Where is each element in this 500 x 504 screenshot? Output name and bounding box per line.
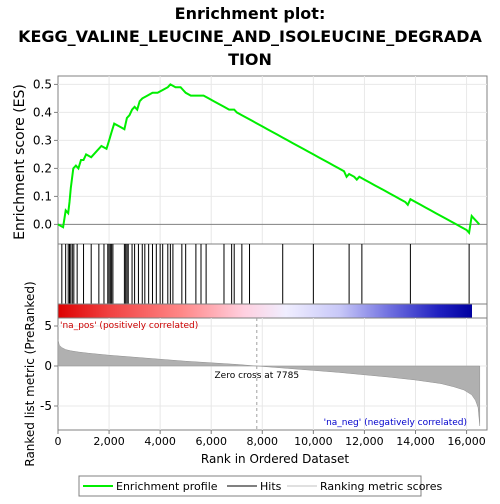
x-tick-label: 6,000	[195, 435, 227, 448]
es-plot-area	[57, 75, 488, 245]
ranking-color-band	[58, 304, 472, 318]
x-tick-label: 4,000	[144, 435, 176, 448]
neg-label: 'na_neg' (negatively correlated)	[324, 418, 467, 428]
x-tick-label: 0	[55, 435, 62, 448]
es-y-tick-label: 0.5	[33, 77, 52, 91]
metric-ylabel: Ranked list metric (PreRanked)	[23, 281, 37, 466]
x-axis-label: Rank in Ordered Dataset	[201, 452, 349, 466]
x-tick-label: 16,000	[447, 435, 486, 448]
metric-y-tick-label: -5	[40, 399, 52, 413]
title-line-3: TION	[228, 50, 272, 69]
zero-cross-label: Zero cross at 7785	[215, 371, 300, 381]
legend-hits-label: Hits	[260, 480, 282, 493]
es-y-tick-label: 0.3	[33, 133, 52, 147]
metric-y-tick-label: 0	[44, 359, 52, 373]
es-y-axis: 0.0 0.1 0.2 0.3 0.4 0.5	[33, 77, 58, 231]
metric-y-axis: 5 0 -5	[40, 319, 58, 413]
x-tick-label: 12,000	[345, 435, 384, 448]
legend-enrichment-label: Enrichment profile	[116, 480, 218, 493]
x-tick-label: 14,000	[396, 435, 435, 448]
legend-metric-label: Ranking metric scores	[320, 480, 442, 493]
es-y-tick-label: 0.4	[33, 105, 52, 119]
es-y-tick-label: 0.2	[33, 161, 52, 175]
metric-y-tick-label: 5	[44, 319, 52, 333]
es-y-tick-label: 0.1	[33, 189, 52, 203]
x-tick-label: 10,000	[294, 435, 333, 448]
es-ylabel: Enrichment score (ES)	[12, 84, 28, 240]
title-line-2: KEGG_VALINE_LEUCINE_AND_ISOLEUCINE_DEGRA…	[18, 27, 482, 46]
title-line-1: Enrichment plot:	[175, 4, 326, 23]
hits-area	[57, 243, 488, 305]
hits-marks	[61, 244, 470, 304]
x-tick-label: 8,000	[247, 435, 279, 448]
es-y-tick-label: 0.0	[33, 217, 52, 231]
pos-label: 'na_pos' (positively correlated)	[60, 321, 198, 331]
enrichment-profile-line	[57, 83, 481, 236]
x-axis: 0 2,000 4,000 6,000 8,000 10,000 12,000 14,000 1…	[55, 430, 486, 448]
ranking-metric-area	[57, 339, 481, 427]
x-tick-label: 2,000	[93, 435, 125, 448]
es-gridlines	[58, 76, 487, 244]
